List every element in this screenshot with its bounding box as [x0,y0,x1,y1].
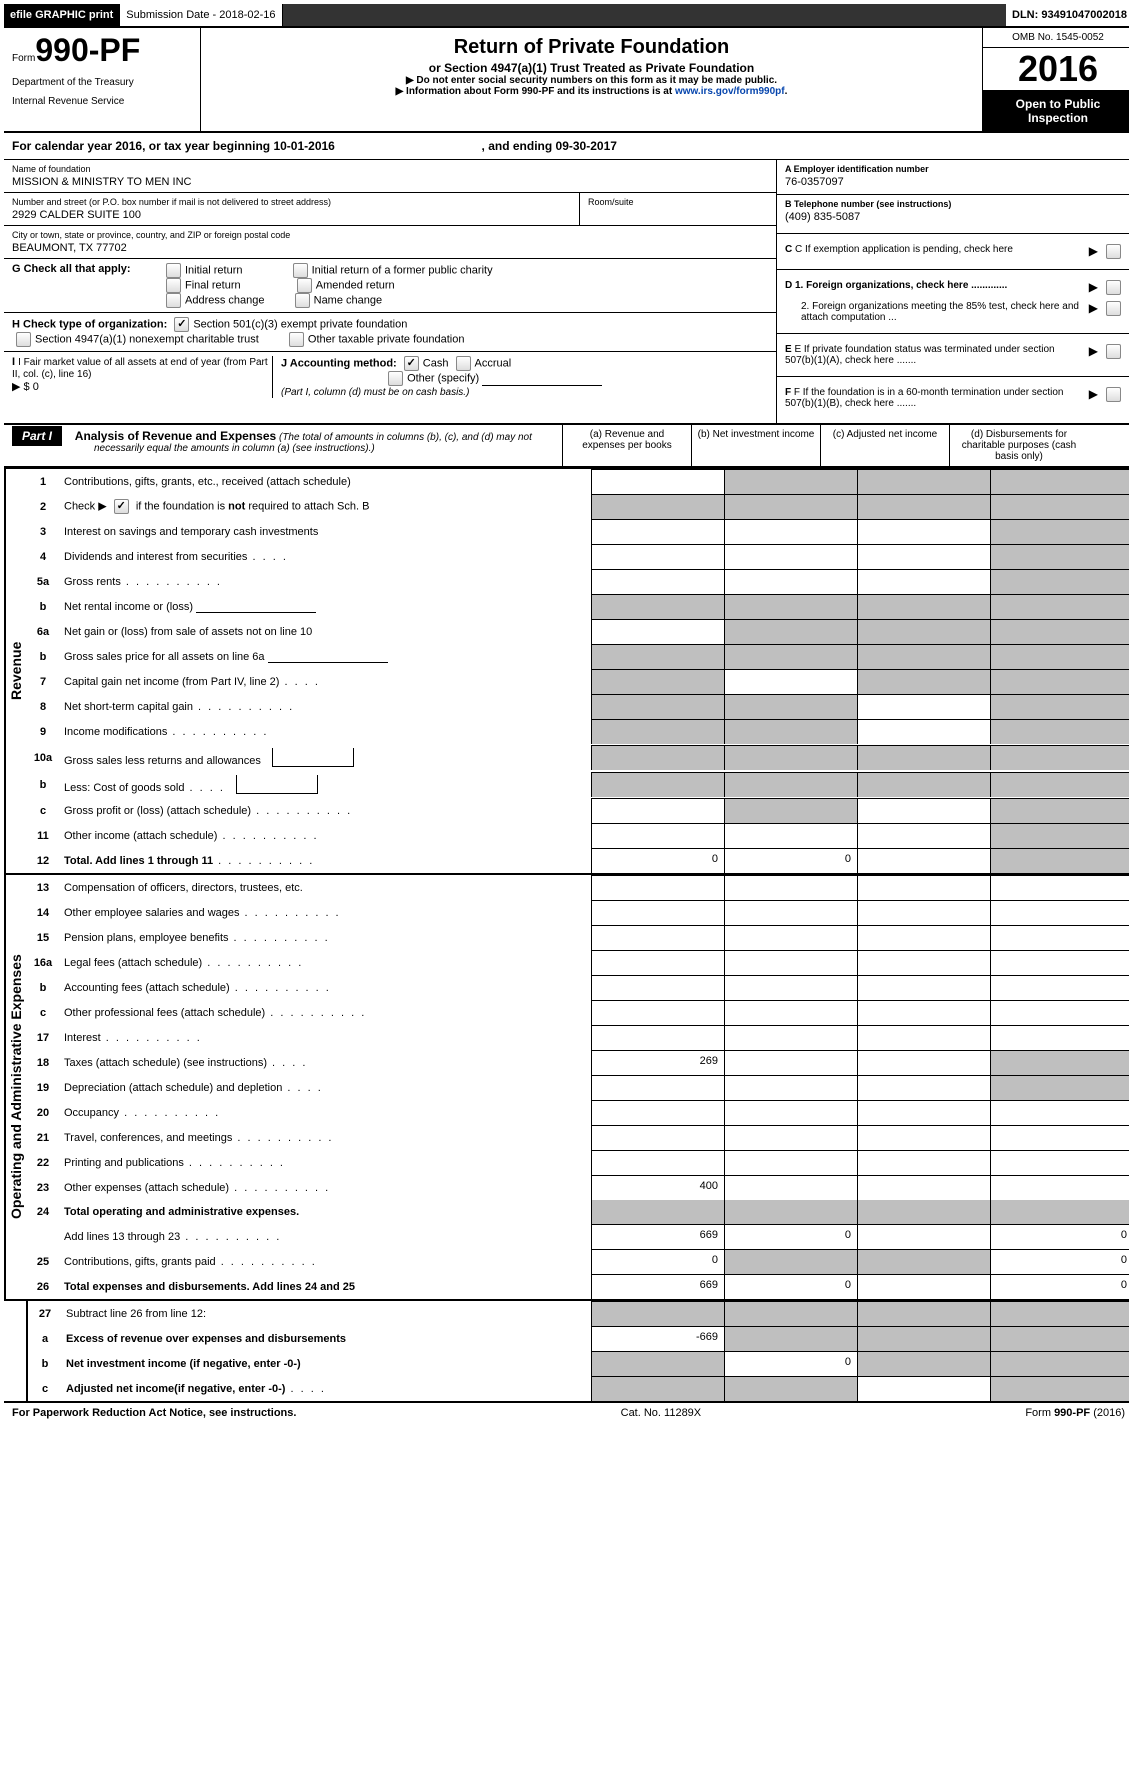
form-subtitle: or Section 4947(a)(1) Trust Treated as P… [209,61,974,75]
expenses-label: Operating and Administrative Expenses [4,875,26,1299]
note-ssn: ▶ Do not enter social security numbers o… [209,75,974,86]
dept-irs: Internal Revenue Service [12,96,192,107]
paperwork-notice: For Paperwork Reduction Act Notice, see … [12,1407,296,1419]
d2-check[interactable] [1106,301,1121,316]
note-instructions: ▶ Information about Form 990-PF and its … [209,86,974,97]
l27a: -669 [591,1326,724,1351]
501c3-check[interactable] [174,317,189,332]
l18a: 269 [591,1050,724,1075]
col-c-head: (c) Adjusted net income [820,425,949,466]
omb-number: OMB No. 1545-0052 [983,28,1129,48]
l12a: 0 [591,848,724,873]
revenue-section: Revenue 1Contributions, gifts, grants, e… [4,467,1129,873]
d1-check[interactable] [1106,280,1121,295]
i-j-row: I I Fair market value of all assets at e… [4,352,776,402]
top-bar: efile GRAPHIC print Submission Date - 20… [4,4,1129,28]
ty-begin: 10-01-2016 [273,139,334,153]
top-spacer [283,4,1007,26]
l27b: 0 [724,1351,857,1376]
sch-b-check[interactable] [114,499,129,514]
ein: 76-0357097 [785,176,1125,188]
efile-label: efile GRAPHIC print [4,4,120,26]
instructions-link[interactable]: www.irs.gov/form990pf [675,86,785,97]
part1-head: Part I Analysis of Revenue and Expenses … [4,425,1129,467]
telephone: (409) 835-5087 [785,211,1125,223]
e-check[interactable] [1106,344,1121,359]
col-d-head: (d) Disbursements for charitable purpose… [949,425,1088,466]
header-left: Form990-PF Department of the Treasury In… [4,28,201,131]
address-row: Number and street (or P.O. box number if… [4,193,776,226]
l24a: 669 [591,1224,724,1249]
open-public: Open to Public Inspection [983,91,1129,131]
other-specify-line [482,373,602,386]
form-num-big: 990-PF [35,32,140,68]
c-pending: C C If exemption application is pending,… [785,244,1125,259]
other-taxable-check[interactable] [289,332,304,347]
d1-foreign: D 1. Foreign organizations, check here .… [785,280,1125,295]
form-header: Form990-PF Department of the Treasury In… [4,28,1129,133]
addr-label: Number and street (or P.O. box number if… [12,197,571,207]
other-method-check[interactable] [388,371,403,386]
e-terminated: E E If private foundation status was ter… [785,344,1125,366]
tax-year: 2016 [983,48,1129,91]
ein-block: A Employer identification number 76-0357… [785,164,1125,188]
header-center: Return of Private Foundation or Section … [201,28,983,131]
amended-return-check[interactable] [297,278,312,293]
foundation-name-row: Name of foundation MISSION & MINISTRY TO… [4,160,776,193]
ty-end: 09-30-2017 [556,139,617,153]
expenses-section: Operating and Administrative Expenses 13… [4,873,1129,1299]
submission-date: Submission Date - 2018-02-16 [120,4,282,26]
l24d: 0 [990,1224,1129,1249]
form-title: Return of Private Foundation [209,36,974,59]
city-state-zip: BEAUMONT, TX 77702 [12,242,290,254]
l26a: 669 [591,1274,724,1299]
dept-treasury: Department of the Treasury [12,77,192,88]
name-label: Name of foundation [12,164,768,174]
form-prefix: Form [12,53,35,64]
l23a: 400 [591,1175,724,1200]
city-row: City or town, state or province, country… [4,226,776,259]
d2-85pct: 2. Foreign organizations meeting the 85%… [785,301,1125,323]
page-footer: For Paperwork Reduction Act Notice, see … [4,1401,1129,1423]
name-change-check[interactable] [295,293,310,308]
l24b-val: 0 [724,1224,857,1249]
revenue-label: Revenue [4,469,26,873]
fmv-value: ▶ $ 0 [12,381,39,393]
form-number: Form990-PF [12,32,192,69]
entity-left: Name of foundation MISSION & MINISTRY TO… [4,160,776,423]
4947-check[interactable] [16,332,31,347]
calendar-year-line: For calendar year 2016, or tax year begi… [4,133,1129,160]
l26d: 0 [990,1274,1129,1299]
initial-return-check[interactable] [166,263,181,278]
address-change-check[interactable] [166,293,181,308]
c-check[interactable] [1106,244,1121,259]
entity-right: A Employer identification number 76-0357… [776,160,1129,423]
g-checks-row: G Check all that apply: Initial return I… [4,259,776,313]
foundation-name: MISSION & MINISTRY TO MEN INC [12,176,768,188]
f-60month: F F If the foundation is in a 60-month t… [785,387,1125,409]
l26b: 0 [724,1274,857,1299]
room-suite: Room/suite [579,193,776,225]
dln: DLN: 93491047002018 [1006,4,1129,26]
cat-no: Cat. No. 11289X [621,1407,702,1419]
entity-info: Name of foundation MISSION & MINISTRY TO… [4,160,1129,425]
l25d: 0 [990,1249,1129,1274]
part-label: Part I [12,426,62,446]
city-label: City or town, state or province, country… [12,230,290,240]
cash-check[interactable] [404,356,419,371]
final-return-check[interactable] [166,278,181,293]
l12b: 0 [724,848,857,873]
initial-former-check[interactable] [293,263,308,278]
l25a: 0 [591,1249,724,1274]
col-b-head: (b) Net investment income [691,425,820,466]
h-type-row: H Check type of organization: Section 50… [4,313,776,352]
line27-section: 27Subtract line 26 from line 12: aExcess… [4,1299,1129,1401]
accrual-check[interactable] [456,356,471,371]
f-check[interactable] [1106,387,1121,402]
header-right: OMB No. 1545-0052 2016 Open to Public In… [983,28,1129,131]
street-address: 2929 CALDER SUITE 100 [12,209,571,221]
form-footer: Form 990-PF (2016) [1025,1407,1125,1419]
col-a-head: (a) Revenue and expenses per books [562,425,691,466]
tel-block: B Telephone number (see instructions) (4… [777,194,1129,227]
